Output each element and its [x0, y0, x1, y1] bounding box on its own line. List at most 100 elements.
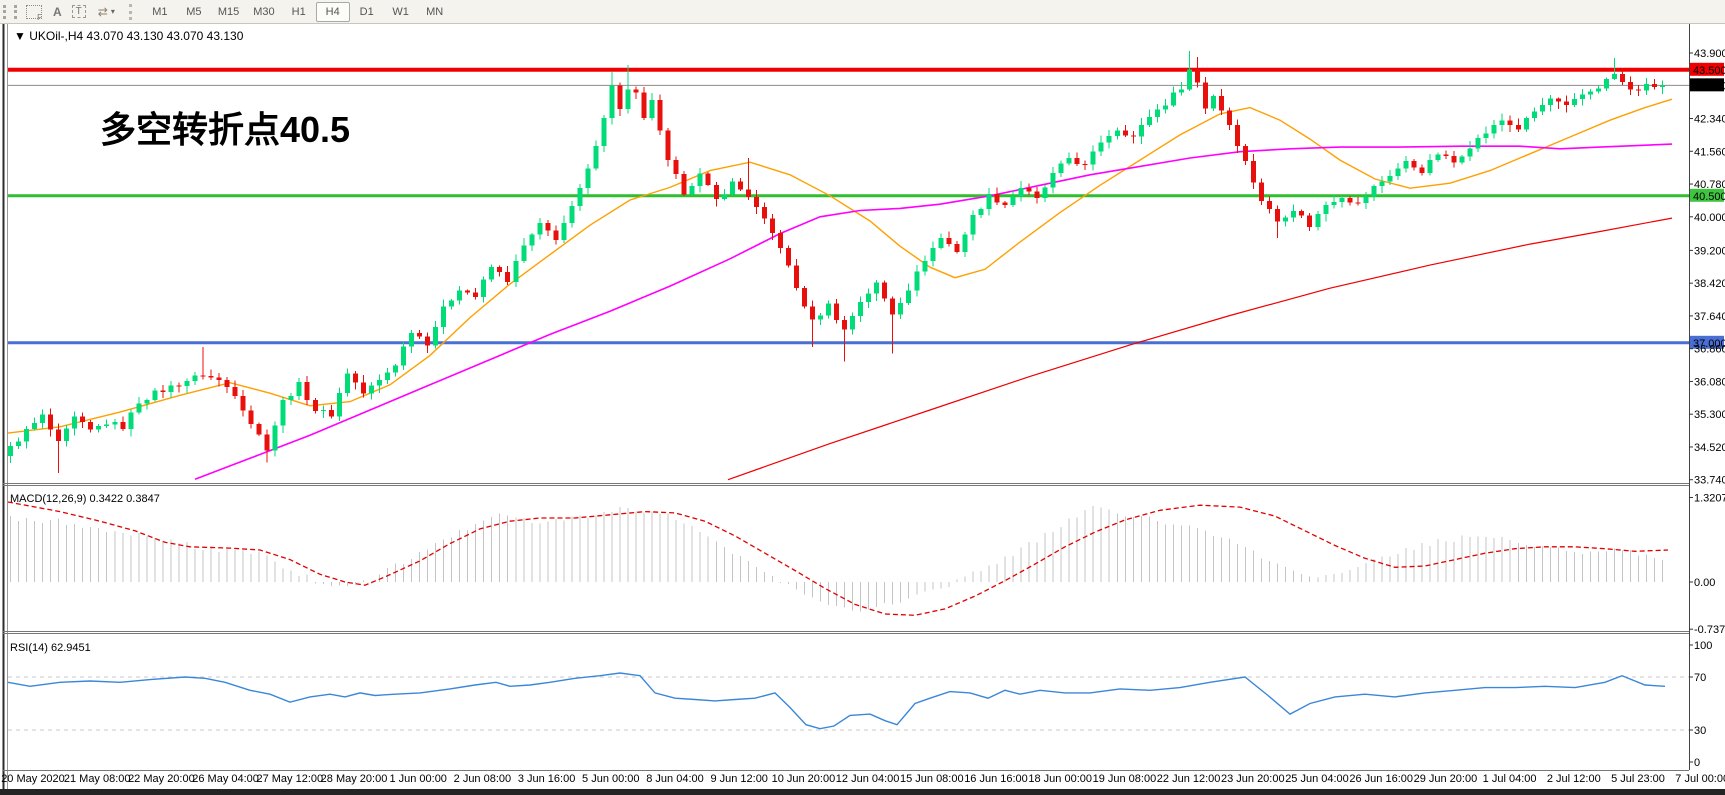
- price-label: 39.200: [1694, 245, 1725, 257]
- candle-body: [898, 303, 904, 315]
- candle-body: [1531, 111, 1537, 118]
- time-axis-label: 28 May 20:00: [321, 773, 388, 785]
- candle-body: [400, 346, 406, 366]
- candle-body: [954, 243, 960, 252]
- candle-body: [1499, 120, 1505, 125]
- timeframe-button-W1[interactable]: W1: [392, 5, 409, 18]
- candle-body: [577, 188, 583, 207]
- candle-body: [1435, 154, 1441, 160]
- time-axis-label: 16 Jun 16:00: [964, 773, 1028, 785]
- candle-body: [1579, 94, 1585, 100]
- candle-body: [1267, 201, 1273, 210]
- candle-body: [1379, 181, 1385, 187]
- candle-body: [761, 206, 767, 219]
- ma-fast-orange: [7, 98, 1673, 434]
- candle-body: [32, 422, 38, 430]
- candle-body: [192, 375, 198, 382]
- candle-body: [1371, 186, 1377, 197]
- candle-body: [1227, 110, 1233, 126]
- candle-body: [986, 193, 992, 210]
- candle-body: [681, 173, 687, 195]
- timeframe-button-H4[interactable]: H4: [315, 1, 350, 22]
- frame-layer: [0, 24, 1725, 795]
- candle-body: [673, 159, 679, 174]
- price-label: 34.520: [1694, 442, 1725, 454]
- price-label: 36.860: [1694, 344, 1725, 356]
- candle-body: [1443, 154, 1449, 156]
- time-axis-label: 1 Jul 04:00: [1483, 773, 1537, 785]
- candle-body: [72, 416, 78, 429]
- timeframe-button-M30[interactable]: M30: [253, 5, 275, 18]
- candle-body: [1636, 89, 1642, 91]
- timeframe-button-M5[interactable]: M5: [186, 5, 202, 18]
- candle-body: [264, 434, 270, 451]
- price-label: 35.300: [1694, 409, 1725, 421]
- candle-body: [1387, 176, 1393, 182]
- rsi-layer: [7, 672, 1689, 731]
- candle-body: [1299, 210, 1305, 216]
- time-axis-label: 7 Jul 00:00: [1675, 773, 1725, 785]
- arrows-icon[interactable]: ⇄: [97, 4, 108, 19]
- candle-body: [384, 372, 390, 380]
- rsi-label: 0: [1694, 757, 1700, 769]
- candle-body: [176, 385, 182, 387]
- timeframe-button-M1[interactable]: M1: [152, 5, 168, 18]
- time-axis-label: 9 Jun 12:00: [710, 773, 768, 785]
- candle-body: [850, 316, 856, 330]
- price-label: 40.500: [1693, 191, 1725, 203]
- timeframe-button-D1[interactable]: D1: [359, 5, 374, 18]
- candle-body: [970, 215, 976, 235]
- dropdown-caret-icon[interactable]: ▾: [110, 7, 115, 16]
- candle-body: [1427, 159, 1433, 174]
- candle-body: [409, 332, 414, 347]
- candle-body: [1202, 82, 1208, 109]
- candle-body: [240, 395, 246, 411]
- candle-body: [1411, 160, 1417, 168]
- candle-body: [449, 300, 455, 307]
- candle-body: [1563, 101, 1569, 106]
- candle-body: [232, 386, 238, 396]
- toolbar-grip-icon[interactable]: [3, 4, 17, 19]
- timeframe-button-M15[interactable]: M15: [217, 5, 240, 18]
- dotted-grid-icon[interactable]: F: [26, 4, 42, 22]
- candle-body: [296, 381, 302, 396]
- candle-body: [481, 279, 487, 298]
- candle-body: [144, 399, 150, 404]
- candle-body: [737, 181, 743, 190]
- candle-body: [601, 118, 607, 147]
- candle-body: [272, 425, 278, 451]
- time-axis-label: 25 Jun 04:00: [1285, 773, 1349, 785]
- candle-body: [1612, 73, 1617, 79]
- candle-body: [1555, 98, 1561, 102]
- time-axis-label: 20 May 2020: [1, 773, 65, 785]
- candle-body: [56, 429, 62, 441]
- candle-body: [1644, 84, 1650, 91]
- candle-body: [1315, 213, 1321, 227]
- candle-body: [914, 271, 920, 291]
- candle-body: [1323, 204, 1329, 214]
- candle-body: [1026, 188, 1032, 192]
- candle-body: [1307, 215, 1313, 227]
- horizontal-lines-layer: [8, 67, 1689, 345]
- candle-body: [441, 306, 447, 328]
- text-box-icon[interactable]: T: [71, 5, 86, 18]
- rsi-label: 70: [1694, 672, 1706, 684]
- candle-body: [1162, 105, 1168, 110]
- price-label: 37.640: [1694, 311, 1725, 323]
- candle-body: [1251, 161, 1257, 183]
- annotation-text: 多空转折点40.5: [100, 109, 350, 150]
- timeframe-button-MN[interactable]: MN: [426, 5, 444, 18]
- timeframe-button-H1[interactable]: H1: [291, 5, 306, 18]
- candle-body: [352, 373, 358, 383]
- candle-body: [569, 206, 575, 224]
- candle-body: [1331, 202, 1337, 205]
- timeframe-bar: M1 M5 M15 M30 H1 H4 D1 W1 MN: [143, 1, 452, 22]
- candle-body: [625, 89, 631, 109]
- text-label-icon[interactable]: A: [53, 4, 62, 19]
- candle-body: [1186, 69, 1192, 90]
- candle-body: [818, 315, 824, 320]
- candle-body: [1419, 167, 1425, 174]
- candle-body: [874, 282, 880, 294]
- candle-body: [1114, 130, 1120, 137]
